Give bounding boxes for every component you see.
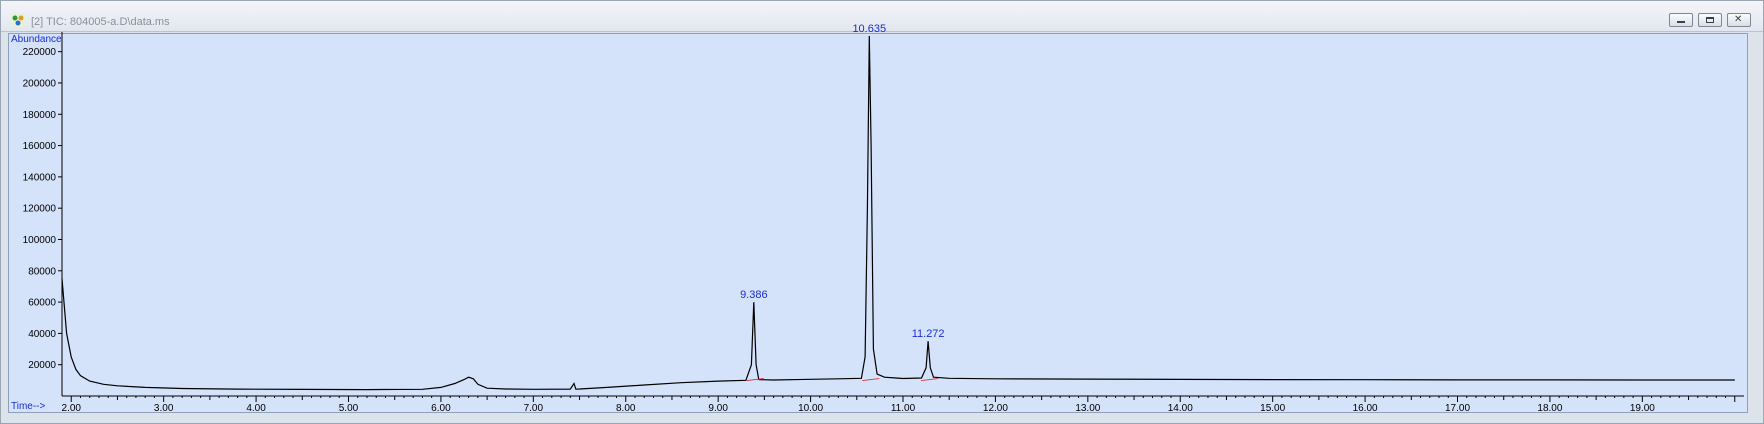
y-tick-label: 180000 (23, 110, 57, 121)
x-tick-label: 18.00 (1537, 403, 1562, 414)
chromatogram-app-icon (11, 13, 25, 27)
peak-baseline-marker (862, 378, 880, 382)
x-tick-label: 6.00 (431, 403, 451, 414)
title-bar[interactable]: [2] TIC: 804005-a.D\data.ms ✕ (1, 1, 1763, 32)
peak-baseline-marker (921, 378, 939, 382)
x-axis-label: Time--> (11, 401, 46, 412)
y-tick-label: 120000 (23, 204, 57, 215)
y-tick-label: 160000 (23, 141, 57, 152)
y-tick-label: 20000 (28, 360, 56, 371)
y-tick-label: 140000 (23, 172, 57, 183)
x-tick-label: 7.00 (524, 403, 544, 414)
x-tick-label: 5.00 (339, 403, 359, 414)
x-tick-label: 14.00 (1168, 403, 1193, 414)
close-button[interactable]: ✕ (1727, 13, 1751, 27)
y-tick-label: 40000 (28, 329, 56, 340)
peak-label: 11.272 (912, 328, 945, 340)
y-tick-label: 200000 (23, 78, 57, 89)
x-tick-label: 11.00 (891, 403, 916, 414)
tic-trace-line (61, 35, 1735, 391)
x-tick-label: 4.00 (246, 403, 266, 414)
x-tick-label: 16.00 (1353, 403, 1378, 414)
x-tick-label: 13.00 (1075, 403, 1100, 414)
x-tick-label: 9.00 (708, 403, 728, 414)
y-tick-label: 220000 (23, 47, 57, 58)
x-tick-label: 3.00 (154, 403, 174, 414)
peak-label: 9.386 (740, 289, 768, 301)
x-tick-label: 10.00 (798, 403, 823, 414)
y-tick-label: 100000 (23, 235, 57, 246)
restore-button[interactable] (1698, 13, 1722, 27)
window-title: [2] TIC: 804005-a.D\data.ms (31, 16, 170, 28)
x-tick-label: 19.00 (1630, 403, 1655, 414)
x-tick-label: 12.00 (983, 403, 1008, 414)
close-icon: ✕ (1734, 14, 1743, 25)
plot-area[interactable] (8, 33, 1748, 413)
y-tick-label: 80000 (28, 266, 56, 277)
x-tick-label: 17.00 (1445, 403, 1470, 414)
minimize-icon (1677, 21, 1685, 23)
minimize-button[interactable] (1669, 13, 1693, 27)
x-tick-label: 15.00 (1260, 403, 1285, 414)
restore-icon (1706, 17, 1714, 23)
peak-baseline-marker (746, 378, 764, 382)
peak-label: 10.635 (852, 23, 886, 35)
x-tick-label: 2.00 (62, 403, 82, 414)
y-tick-label: 60000 (28, 298, 56, 309)
y-axis-label: Abundance (11, 34, 62, 45)
x-tick-label: 8.00 (616, 403, 636, 414)
